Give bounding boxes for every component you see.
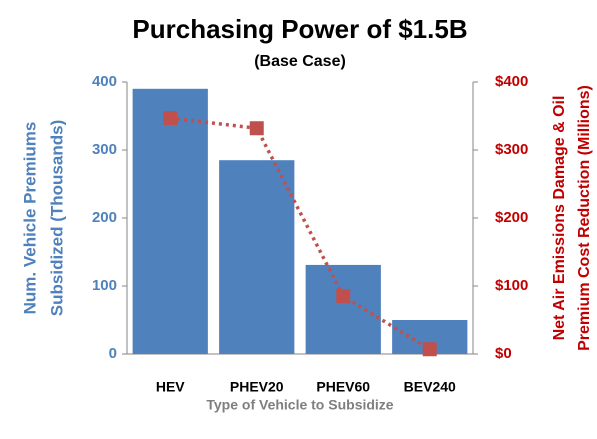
line-marker: [249, 121, 264, 136]
x-tick-label: HEV: [156, 379, 185, 395]
y-tick-label: 300: [92, 141, 117, 158]
y-tick-label: 400: [92, 73, 117, 90]
y2-tick-label: $100: [495, 277, 528, 294]
y2-tick-label: $200: [495, 209, 528, 226]
x-tick-label: PHEV60: [316, 379, 370, 395]
y2-axis-title: Premium Cost Reduction (Millions): [576, 85, 593, 351]
y-tick-label: 200: [92, 209, 117, 226]
chart-title: Purchasing Power of $1.5B: [132, 14, 467, 44]
bar: [219, 160, 295, 354]
y2-tick-label: $300: [495, 141, 528, 158]
y2-tick-label: $0: [495, 345, 512, 362]
line-marker: [163, 111, 178, 126]
line-marker: [422, 342, 437, 357]
x-tick-label: BEV240: [404, 379, 456, 395]
x-axis-title: Type of Vehicle to Subsidize: [206, 397, 393, 413]
y-axis-title: Subsidized (Thousands): [47, 120, 66, 316]
y-tick-label: 0: [109, 345, 117, 362]
y2-tick-label: $400: [495, 73, 528, 90]
y-axis-title: Num. Vehicle Premiums: [20, 122, 39, 315]
y-tick-label: 100: [92, 277, 117, 294]
bar: [132, 88, 208, 355]
bar: [305, 264, 381, 354]
line-marker: [336, 289, 351, 304]
chart-subtitle: (Base Case): [254, 53, 346, 70]
line: [170, 116, 431, 351]
x-tick-label: PHEV20: [230, 379, 284, 395]
y2-axis-title: Net Air Emissions Damage & Oil: [551, 96, 568, 341]
